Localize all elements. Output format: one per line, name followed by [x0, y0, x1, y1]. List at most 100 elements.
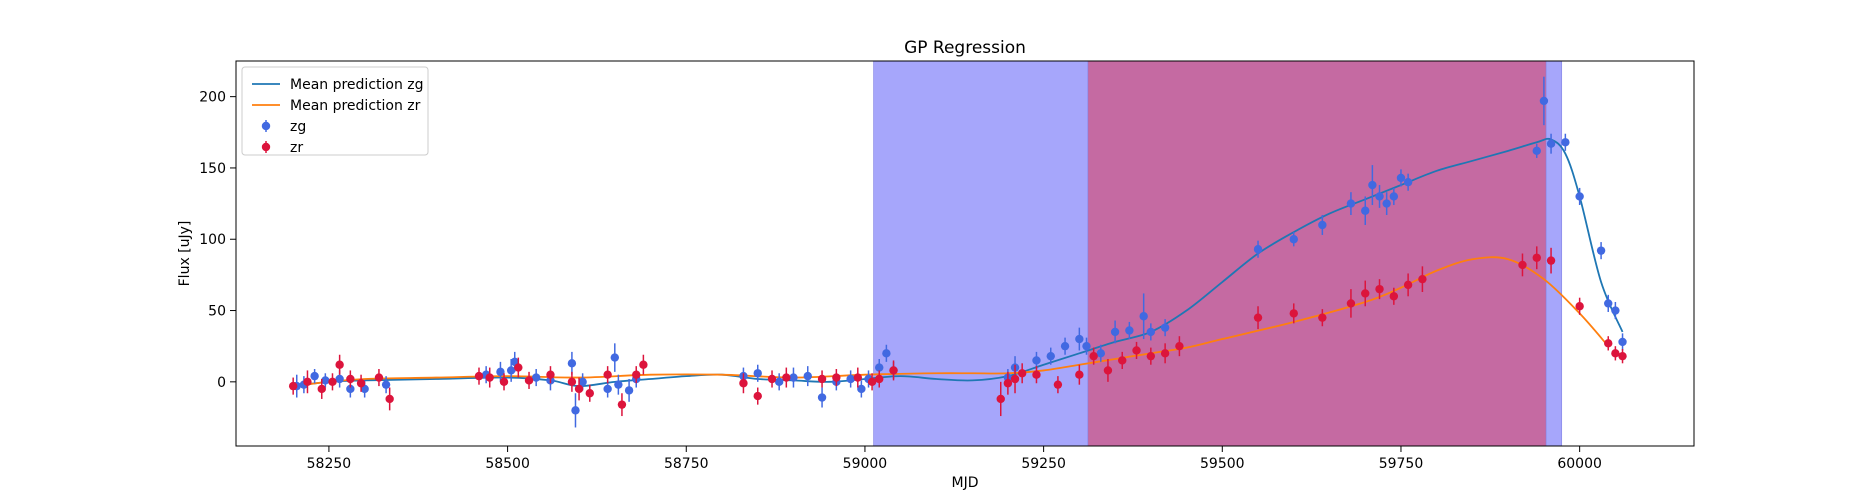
data-point: [846, 374, 855, 384]
data-point: [1075, 370, 1084, 379]
data-point: [1032, 356, 1041, 365]
x-tick-label: 59250: [1021, 456, 1066, 472]
data-point: [567, 359, 577, 368]
data-point: [1096, 349, 1105, 358]
data-point: [753, 391, 762, 401]
series-zg: [292, 76, 1627, 428]
data-point: [1075, 334, 1084, 344]
x-tick-label: 58250: [307, 456, 352, 472]
data-point: [1368, 180, 1377, 190]
data-point: [374, 373, 384, 382]
data-point: [1053, 380, 1063, 389]
data-point: [385, 394, 394, 404]
data-point: [1318, 220, 1327, 230]
data-point: [1103, 366, 1113, 375]
data-point: [875, 363, 884, 372]
data-point: [1253, 313, 1263, 322]
data-point: [603, 370, 612, 379]
x-tick-label: 58500: [485, 456, 530, 472]
shaded-region-2: [1087, 60, 1547, 447]
data-point: [610, 353, 619, 362]
data-point: [531, 373, 541, 382]
data-point: [1375, 192, 1384, 201]
data-point: [753, 369, 762, 378]
data-point: [1139, 312, 1148, 321]
data-point: [1346, 299, 1356, 308]
data-point: [1611, 306, 1620, 315]
data-point: [632, 370, 641, 379]
data-point: [303, 377, 312, 387]
data-point: [1532, 253, 1541, 262]
legend-point-swatch: [261, 121, 271, 131]
data-point: [1375, 284, 1384, 294]
data-point: [767, 374, 777, 384]
chart-title: GP Regression: [904, 38, 1026, 58]
data-points: [288, 76, 1627, 428]
data-point: [1046, 351, 1055, 361]
data-point: [1003, 379, 1013, 388]
y-tick-label: 50: [208, 304, 226, 320]
data-point: [1396, 173, 1406, 183]
data-point: [875, 374, 884, 384]
y-tick-label: 200: [199, 90, 226, 106]
data-point: [1389, 192, 1399, 201]
data-point: [1539, 96, 1549, 106]
data-point: [1146, 351, 1156, 361]
data-point: [499, 377, 509, 387]
data-point: [574, 384, 584, 394]
data-point: [624, 386, 634, 395]
x-tick-label: 58750: [664, 456, 709, 472]
data-point: [1418, 274, 1427, 284]
data-point: [1389, 292, 1399, 301]
data-point: [474, 371, 484, 381]
data-point: [346, 374, 355, 384]
x-tick-label: 59000: [843, 456, 888, 472]
data-point: [639, 360, 648, 369]
data-point: [578, 377, 587, 387]
data-point: [996, 394, 1005, 404]
y-tick-label: 0: [217, 375, 226, 391]
data-point: [1110, 327, 1120, 337]
data-point: [1289, 309, 1298, 318]
x-axis-label: MJD: [952, 475, 979, 491]
y-tick-label: 150: [199, 161, 226, 177]
x-tick-label: 59750: [1379, 456, 1424, 472]
data-point: [571, 406, 580, 415]
legend-label: Mean prediction zr: [290, 98, 421, 114]
data-point: [889, 366, 898, 375]
data-point: [317, 384, 326, 394]
data-point: [832, 373, 841, 382]
data-point: [1132, 346, 1141, 355]
data-point: [739, 379, 748, 388]
data-point: [546, 370, 555, 379]
data-point: [853, 373, 862, 382]
data-point: [617, 400, 627, 409]
data-point: [1146, 327, 1156, 337]
data-point: [1575, 302, 1584, 311]
data-point: [1561, 138, 1570, 147]
data-point: [782, 373, 791, 382]
x-tick-label: 60000: [1557, 456, 1602, 472]
data-point: [288, 381, 298, 391]
data-point: [603, 384, 612, 394]
data-point: [514, 363, 523, 372]
data-point: [1403, 178, 1413, 187]
data-point: [1546, 139, 1556, 148]
legend-label: zg: [290, 119, 306, 135]
data-point: [1518, 260, 1527, 270]
x-tick-label: 59500: [1200, 456, 1245, 472]
legend-point-swatch: [261, 142, 271, 152]
data-point: [1604, 299, 1613, 308]
data-point: [1175, 341, 1184, 351]
data-point: [310, 371, 319, 381]
data-point: [335, 360, 344, 369]
data-point: [356, 379, 366, 388]
data-point: [1118, 356, 1127, 365]
data-point: [1289, 235, 1298, 244]
series-zr: [288, 246, 1627, 417]
legend-label: Mean prediction zg: [290, 77, 424, 93]
y-tick-label: 100: [199, 232, 226, 248]
data-point: [1082, 341, 1091, 351]
data-point: [1253, 245, 1263, 254]
data-point: [1361, 289, 1370, 298]
